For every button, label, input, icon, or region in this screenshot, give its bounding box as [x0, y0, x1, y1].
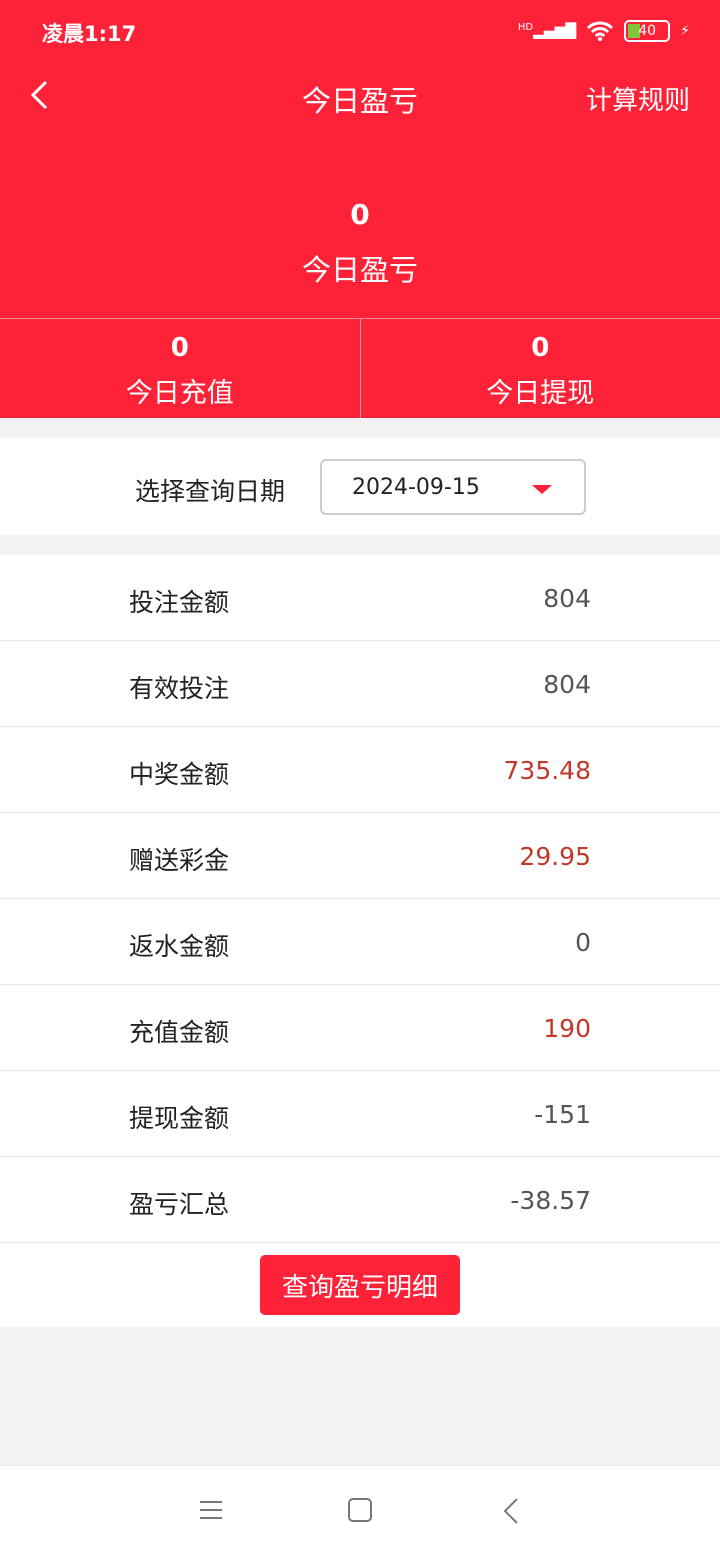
today-recharge-value: 0 [170, 333, 189, 363]
list-item: 有效投注 804 [0, 641, 720, 727]
status-time: 凌晨1:17 [42, 22, 137, 46]
item-label: 有效投注 [129, 674, 230, 703]
item-label: 提现金额 [129, 1104, 230, 1133]
list-item: 盈亏汇总 -38.57 [0, 1157, 720, 1243]
system-nav-bar [0, 1465, 720, 1560]
item-label: 盈亏汇总 [129, 1190, 230, 1219]
signal-icon: HD▂▄▆█ [517, 22, 577, 40]
wifi-icon [587, 21, 614, 41]
back-nav-icon[interactable] [502, 1498, 520, 1524]
item-label: 返水金额 [129, 932, 230, 961]
date-value: 2024-09-15 [352, 475, 480, 500]
network-type: HD [517, 22, 534, 34]
page-title: 今日盈亏 [301, 84, 418, 118]
item-value: -38.57 [510, 1186, 591, 1215]
item-value: 0 [575, 928, 591, 957]
list-item: 提现金额 -151 [0, 1071, 720, 1157]
today-recharge-label: 今日充值 [125, 378, 234, 409]
status-icons: HD▂▄▆█ 40 ⚡ [518, 20, 690, 42]
battery-level: 40 [638, 23, 657, 39]
today-withdraw: 0 今日提现 [359, 319, 720, 418]
item-value: 735.48 [503, 756, 591, 785]
today-withdraw-label: 今日提现 [486, 378, 595, 409]
header-panel: 凌晨1:17 HD▂▄▆█ 40 ⚡ 今日盈亏 计算规则 0 今日盈亏 0 今日… [0, 0, 720, 418]
date-select[interactable]: 2024-09-15 [320, 459, 586, 515]
stats-list: 投注金额 804 有效投注 804 中奖金额 735.48 赠送彩金 29.95 返水金额 0 充值… [0, 555, 720, 1327]
back-button[interactable] [28, 80, 52, 110]
charging-icon: ⚡ [680, 23, 690, 39]
date-filter: 选择查询日期 2024-09-15 [0, 438, 720, 535]
item-value: 29.95 [519, 842, 591, 871]
calc-rules-link[interactable]: 计算规则 [585, 86, 690, 116]
item-value: -151 [534, 1100, 591, 1129]
item-label: 赠送彩金 [129, 846, 230, 875]
summary-cells: 0 今日充值 0 今日提现 [0, 318, 720, 418]
list-item: 充值金额 190 [0, 985, 720, 1071]
item-value: 804 [543, 670, 591, 699]
list-item: 返水金额 0 [0, 899, 720, 985]
button-row: 查询盈亏明细 [0, 1243, 720, 1327]
query-detail-button[interactable]: 查询盈亏明细 [260, 1255, 460, 1315]
today-withdraw-value: 0 [531, 333, 550, 363]
item-value: 804 [543, 584, 591, 613]
today-profit-label: 今日盈亏 [301, 253, 418, 287]
item-label: 投注金额 [129, 588, 230, 617]
list-item: 投注金额 804 [0, 555, 720, 641]
battery-icon: 40 [624, 20, 671, 42]
item-label: 充值金额 [129, 1018, 230, 1047]
dropdown-arrow-icon [532, 485, 552, 494]
home-icon[interactable] [348, 1498, 372, 1522]
date-label: 选择查询日期 [135, 477, 286, 506]
today-recharge: 0 今日充值 [0, 319, 360, 418]
list-item: 赠送彩金 29.95 [0, 813, 720, 899]
today-profit-value: 0 [350, 198, 370, 231]
list-item: 中奖金额 735.48 [0, 727, 720, 813]
item-label: 中奖金额 [129, 760, 230, 789]
menu-icon[interactable] [199, 1498, 223, 1522]
item-value: 190 [543, 1014, 591, 1043]
